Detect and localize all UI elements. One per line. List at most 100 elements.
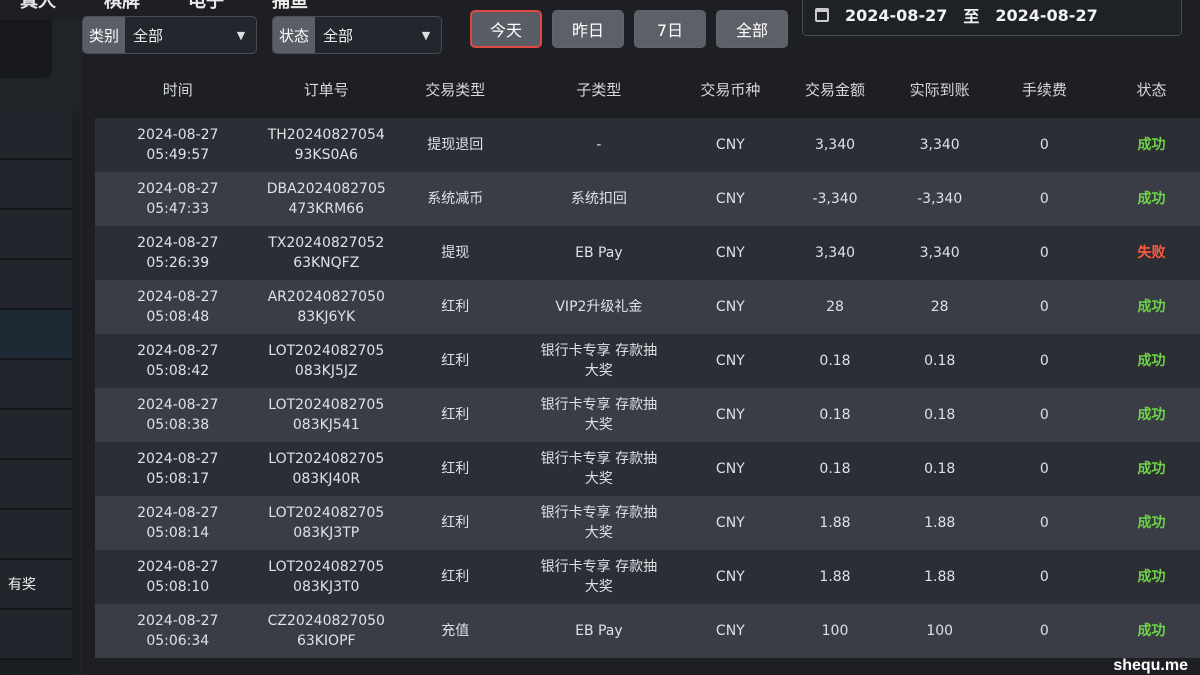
fee-cell: 0 [1039, 191, 1049, 207]
column-header[interactable]: 交易类型 [425, 81, 486, 99]
date-from[interactable]: 2024-08-27 [845, 5, 948, 25]
time-cell-line2: 05:08:48 [146, 309, 210, 325]
subtype-cell-line2: 大奖 [584, 525, 613, 541]
chevron-down-icon: ▼ [236, 28, 246, 42]
type-cell: 充值 [441, 623, 470, 639]
sidebar-list: 有奖 [0, 110, 80, 675]
order-id-cell: LOT2024082705 083KJ40R [261, 449, 392, 489]
status-badge: 成功 [1137, 569, 1166, 585]
subtype-cell-line2: 大奖 [584, 471, 613, 487]
type-cell: 提现退回 [427, 137, 484, 153]
time-cell: 2024-08-27 05:26:39 [95, 233, 261, 273]
table-row[interactable]: 2024-08-27 05:08:17 LOT2024082705 083KJ40R 红… [95, 442, 1200, 496]
date-separator: 至 [963, 7, 980, 26]
type-cell: 红利 [441, 407, 470, 423]
order-id-cell-line1: LOT2024082705 [268, 559, 385, 575]
subtype-cell-line1: VIP2升级礼金 [555, 299, 643, 315]
table-row[interactable]: 2024-08-27 05:08:48 AR20240827050 83KJ6YK 红利… [95, 280, 1200, 334]
nav-tab[interactable]: 捕鱼 [272, 0, 308, 12]
nav-tab[interactable]: 电子 [188, 0, 224, 12]
order-id-cell-line2: 083KJ5JZ [294, 363, 358, 379]
category-value: 全部 [133, 26, 164, 45]
order-id-cell-line1: LOT2024082705 [268, 451, 385, 467]
currency-cell: CNY [715, 569, 745, 585]
time-cell-line1: 2024-08-27 [137, 343, 219, 359]
column-header[interactable]: 实际到账 [909, 81, 970, 99]
table-row[interactable]: 2024-08-27 05:49:57 TH20240827054 93KS0A6 提现… [95, 118, 1200, 172]
nav-tab[interactable]: 真人 [20, 0, 56, 12]
column-header[interactable]: 子类型 [576, 81, 622, 99]
order-id-cell-line1: CZ20240827050 [267, 613, 385, 629]
column-header[interactable]: 时间 [162, 81, 193, 99]
currency-cell: CNY [715, 623, 745, 639]
time-cell: 2024-08-27 05:08:14 [95, 503, 261, 543]
type-cell: 红利 [441, 515, 470, 531]
subtype-cell: 银行卡专享 存款抽 大奖 [519, 395, 680, 435]
status-badge: 成功 [1137, 515, 1166, 531]
subtype-cell-line1: EB Pay [575, 623, 623, 639]
table-row[interactable]: 2024-08-27 05:47:33 DBA2024082705 473KRM66 系… [95, 172, 1200, 226]
fee-cell: 0 [1039, 353, 1049, 369]
time-cell-line1: 2024-08-27 [137, 181, 219, 197]
table-row[interactable]: 2024-08-27 05:08:42 LOT2024082705 083KJ5JZ 红… [95, 334, 1200, 388]
actual-amount-cell: 3,340 [919, 137, 960, 153]
sidebar-item[interactable] [0, 310, 72, 360]
table-row[interactable]: 2024-08-27 05:08:14 LOT2024082705 083KJ3TP 红… [95, 496, 1200, 550]
time-cell-line2: 05:08:42 [146, 363, 210, 379]
date-to[interactable]: 2024-08-27 [995, 5, 1098, 25]
yesterday-button[interactable]: 昨日 [552, 10, 624, 48]
order-id-cell-line1: LOT2024082705 [268, 505, 385, 521]
sidebar-top-panel [0, 20, 52, 78]
sidebar-item[interactable] [0, 610, 72, 660]
sidebar: 有奖 [0, 20, 82, 675]
order-id-cell-line2: 083KJ3TP [293, 525, 360, 541]
nav-tab[interactable]: 棋牌 [104, 0, 140, 12]
sidebar-item[interactable] [0, 160, 72, 210]
sidebar-item[interactable] [0, 110, 72, 160]
column-header[interactable]: 交易金额 [805, 81, 866, 99]
order-id-cell-line2: 63KIOPF [296, 633, 356, 649]
today-button[interactable]: 今天 [470, 10, 542, 48]
status-select[interactable]: 状态 全部 ▼ [272, 16, 442, 54]
column-header[interactable]: 手续费 [1021, 81, 1067, 99]
actual-amount-cell: 0.18 [924, 407, 956, 423]
date-range-picker[interactable]: 2024-08-27 至 2024-08-27 [802, 0, 1182, 36]
sidebar-item[interactable] [0, 360, 72, 410]
table-row[interactable]: 2024-08-27 05:26:39 TX20240827052 63KNQFZ 提现… [95, 226, 1200, 280]
category-select[interactable]: 类别 全部 ▼ [82, 16, 257, 54]
sidebar-item[interactable] [0, 460, 72, 510]
7-days-button[interactable]: 7日 [634, 10, 706, 48]
fee-cell: 0 [1039, 245, 1049, 261]
sidebar-item[interactable] [0, 510, 72, 560]
sidebar-item[interactable] [0, 260, 72, 310]
table-row[interactable]: 2024-08-27 05:08:10 LOT2024082705 083KJ3T0 红… [95, 550, 1200, 604]
category-label: 类别 [83, 17, 126, 53]
time-cell-line2: 05:08:10 [146, 579, 210, 595]
subtype-cell: 银行卡专享 存款抽 大奖 [519, 449, 680, 489]
sidebar-item[interactable]: 有奖 [0, 560, 72, 610]
sidebar-item[interactable] [0, 410, 72, 460]
table-row[interactable]: 2024-08-27 05:08:38 LOT2024082705 083KJ541 红… [95, 388, 1200, 442]
amount-cell: 0.18 [819, 461, 851, 477]
order-id-cell: LOT2024082705 083KJ541 [261, 395, 392, 435]
fee-cell: 0 [1039, 623, 1049, 639]
column-header[interactable]: 状态 [1136, 81, 1167, 99]
time-cell-line2: 05:47:33 [146, 201, 210, 217]
actual-amount-cell: 1.88 [924, 515, 956, 531]
column-header[interactable]: 订单号 [303, 81, 349, 99]
time-cell-line1: 2024-08-27 [137, 397, 219, 413]
currency-cell: CNY [715, 353, 745, 369]
subtype-cell-line2: 大奖 [584, 417, 613, 433]
currency-cell: CNY [715, 407, 745, 423]
watermark: shequ.me [1113, 657, 1188, 674]
sidebar-item[interactable] [0, 210, 72, 260]
order-id-cell-line2: 83KJ6YK [297, 309, 356, 325]
time-cell-line1: 2024-08-27 [137, 235, 219, 251]
fee-cell: 0 [1039, 137, 1049, 153]
table-row[interactable]: 2024-08-27 05:06:34 CZ20240827050 63KIOPF 充值… [95, 604, 1200, 658]
status-value: 全部 [323, 26, 354, 45]
amount-cell: 1.88 [819, 569, 851, 585]
column-header[interactable]: 交易币种 [700, 81, 761, 99]
subtype-cell-line1: 银行卡专享 存款抽 [540, 559, 658, 575]
all-button[interactable]: 全部 [716, 10, 788, 48]
